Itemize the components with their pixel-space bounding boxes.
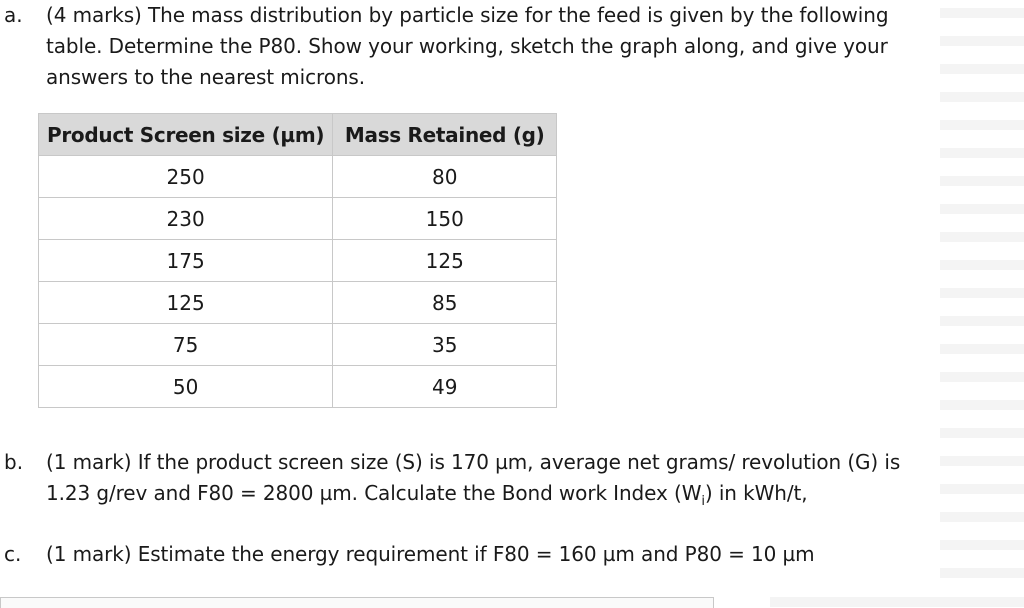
table-row: 75 35 xyxy=(37,323,558,366)
cell-screen-size: 175 xyxy=(37,239,334,282)
cell-mass-retained: 49 xyxy=(332,365,558,408)
cell-screen-size: 125 xyxy=(37,281,334,324)
cell-screen-size: 50 xyxy=(37,365,334,408)
feed-size-distribution-table: Product Screen size (µm) Mass Retained (… xyxy=(37,113,558,408)
table-row: 250 80 xyxy=(37,155,558,198)
question-b: b. (1 mark) If the product screen size (… xyxy=(0,447,930,509)
cell-mass-retained: 85 xyxy=(332,281,558,324)
table-row: 175 125 xyxy=(37,239,558,282)
cell-mass-retained: 80 xyxy=(332,155,558,198)
cell-mass-retained: 35 xyxy=(332,323,558,366)
question-b-text-main: (1 mark) If the product screen size (S) … xyxy=(46,450,901,505)
question-c-text: (1 mark) Estimate the energy requirement… xyxy=(46,542,815,566)
table-header-row: Product Screen size (µm) Mass Retained (… xyxy=(37,113,558,156)
work-index-subscript: i xyxy=(701,494,705,509)
question-a-text: (4 marks) The mass distribution by parti… xyxy=(46,3,889,89)
header-mass-retained: Mass Retained (g) xyxy=(332,113,558,156)
table-row: 50 49 xyxy=(37,365,558,408)
question-a-letter: a. xyxy=(4,3,23,27)
cell-screen-size: 75 xyxy=(37,323,334,366)
question-a: a. (4 marks) The mass distribution by pa… xyxy=(0,0,930,93)
next-section-edge xyxy=(0,597,714,608)
question-c-letter: c. xyxy=(4,542,22,566)
next-section-edge-right xyxy=(770,597,1024,607)
right-margin-lines xyxy=(940,0,1024,605)
header-screen-size: Product Screen size (µm) xyxy=(37,113,334,156)
question-c: c. (1 mark) Estimate the energy requirem… xyxy=(0,539,930,570)
question-b-letter: b. xyxy=(4,450,24,474)
question-b-text: (1 mark) If the product screen size (S) … xyxy=(46,447,930,509)
cell-mass-retained: 125 xyxy=(332,239,558,282)
cell-screen-size: 230 xyxy=(37,197,334,240)
question-b-text-end: ) in kWh/t, xyxy=(704,481,808,505)
cell-screen-size: 250 xyxy=(37,155,334,198)
cell-mass-retained: 150 xyxy=(332,197,558,240)
table-row: 125 85 xyxy=(37,281,558,324)
table-row: 230 150 xyxy=(37,197,558,240)
